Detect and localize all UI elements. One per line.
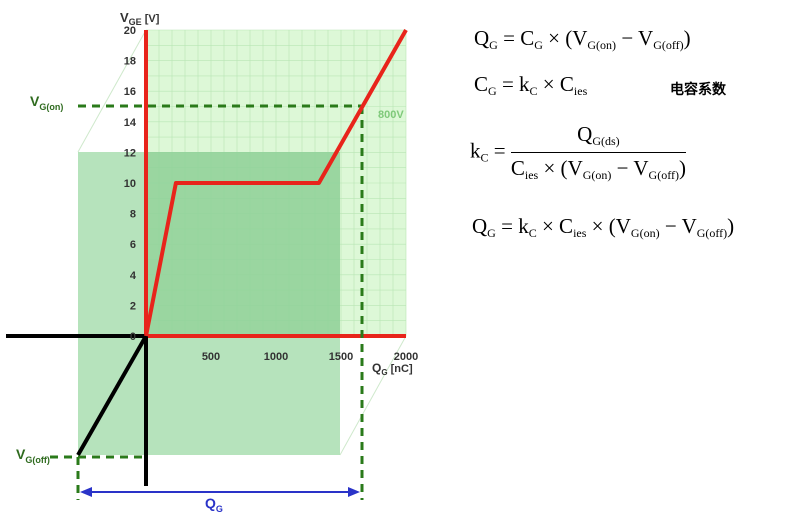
plane-edge-right (339, 335, 407, 456)
x-axis-label: QG [nC] (372, 361, 413, 377)
series-label-800v: 800V (378, 109, 404, 121)
gate-charge-curve (144, 29, 408, 337)
vgoff-label: VG(off) (16, 446, 50, 465)
capacitance-coefficient-label: 电容系数 (670, 82, 726, 98)
formula-kc: kC = QG(ds) Cies × (VG(on) − VG(off)) (470, 122, 686, 182)
kc-fraction: QG(ds) Cies × (VG(on) − VG(off)) (510, 122, 686, 182)
x-tick-label: 1000 (264, 351, 288, 363)
y-tick-label: 6 (130, 239, 136, 251)
y-tick-label: 16 (124, 86, 136, 98)
vgon-label: VG(on) (30, 93, 63, 112)
y-tick-label: 2 (130, 300, 136, 312)
y-tick-label: 4 (130, 270, 137, 282)
y-tick-labels: 0 2 4 6 8 10 12 14 16 18 20 (124, 25, 137, 343)
qg-arrow-label: QG (205, 495, 223, 514)
x-tick-labels: 500 1000 1500 2000 (202, 351, 418, 363)
y-tick-label: 18 (124, 56, 136, 68)
y-tick-label: 12 (124, 147, 136, 159)
qg-arrow-head-left (80, 487, 92, 497)
y-tick-label: 8 (130, 209, 136, 221)
mid-plane-inner (146, 152, 340, 336)
formula-qg: QG = CG × (VG(on) − VG(off)) (474, 26, 691, 52)
y-tick-label: 14 (124, 117, 137, 129)
y-tick-label: 0 (130, 331, 136, 343)
x-tick-label: 2000 (394, 351, 418, 363)
formula-qg-expanded: QG = kC × Cies × (VG(on) − VG(off)) (472, 214, 735, 240)
formula-cg: CG = kC × Cies (474, 72, 588, 98)
x-tick-label: 1500 (329, 351, 353, 363)
qg-arrow-head-right (348, 487, 360, 497)
y-axis-label: VGE [V] (120, 10, 160, 27)
plane-edge-top (77, 29, 147, 153)
y-tick-label: 10 (124, 178, 136, 190)
x-tick-label: 500 (202, 351, 220, 363)
y-tick-label: 20 (124, 25, 136, 37)
discharge-line (76, 335, 148, 456)
formula-panel: QG = CG × (VG(on) − VG(off)) CG = kC × C… (460, 18, 780, 278)
